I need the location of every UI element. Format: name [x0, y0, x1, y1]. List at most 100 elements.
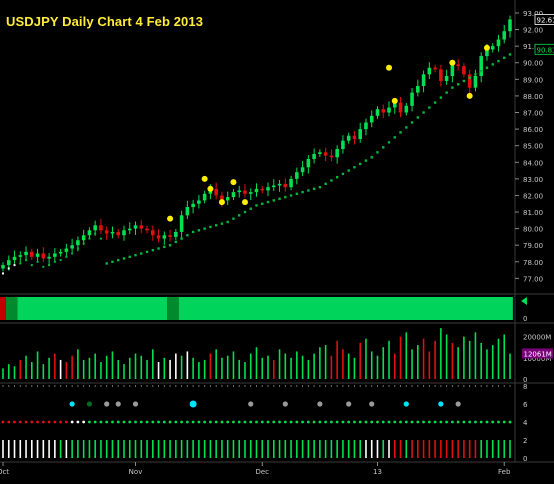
level-4-dot: [365, 421, 368, 424]
level-8-dot: [43, 386, 44, 387]
level-4-dot: [370, 421, 373, 424]
level-4-dot: [232, 421, 235, 424]
level-4-dot: [157, 421, 160, 424]
state-segment: [6, 297, 18, 320]
stop-dot: [19, 262, 21, 264]
stop-dot: [273, 199, 275, 201]
stop-dot: [106, 262, 108, 264]
level-4-dot: [347, 421, 350, 424]
stop-dot: [486, 67, 488, 69]
candle-body: [53, 254, 57, 257]
price-tick-label: 88.00: [523, 93, 543, 101]
stop-dot: [388, 141, 390, 143]
level-4-dot: [272, 421, 275, 424]
candle-body: [70, 245, 74, 248]
candle-body: [174, 232, 178, 237]
stop-dot: [221, 222, 223, 224]
level-8-dot: [394, 386, 395, 387]
level-8-dot: [314, 386, 315, 387]
candle-body: [347, 136, 351, 141]
level-8-dot: [400, 386, 401, 387]
level-8-dot: [20, 386, 21, 387]
level-8-dot: [204, 386, 205, 387]
stop-dot: [60, 259, 62, 261]
level-4-dot: [48, 421, 51, 424]
level-8-dot: [354, 386, 355, 387]
stop-dot: [342, 173, 344, 175]
price-tick-label: 81.00: [523, 209, 543, 217]
level-4-dot: [388, 421, 391, 424]
level-8-dot: [250, 386, 251, 387]
candle-body: [508, 19, 512, 31]
level-4-dot: [301, 421, 304, 424]
signal-dot: [202, 176, 208, 182]
indicator-tick-label: 8: [523, 383, 527, 391]
candle-body: [260, 189, 264, 191]
candle-body: [151, 230, 155, 235]
stop-dot: [480, 70, 482, 72]
level-8-dot: [49, 386, 50, 387]
candle-body: [88, 230, 92, 235]
volume-last-label: 12061M: [524, 350, 552, 358]
level-4-dot: [353, 421, 356, 424]
state-segment: [179, 297, 513, 320]
price-tick-label: 89.00: [523, 76, 543, 84]
signal-circle: [248, 401, 253, 406]
candle-body: [42, 254, 46, 259]
candle-body: [370, 116, 374, 123]
level-8-dot: [77, 386, 78, 387]
level-4-dot: [19, 421, 22, 424]
candle-body: [18, 255, 22, 257]
candle-body: [474, 76, 478, 88]
level-8-dot: [440, 386, 441, 387]
candle-body: [358, 129, 362, 139]
level-4-dot: [255, 421, 258, 424]
candle-body: [410, 93, 414, 106]
stop-dot: [83, 243, 85, 245]
stop-dot: [134, 254, 136, 256]
candle-body: [422, 74, 426, 86]
stop-dot: [25, 259, 27, 261]
level-4-dot: [416, 421, 419, 424]
stop-dot: [422, 111, 424, 113]
stop-dot: [163, 246, 165, 248]
candle-body: [433, 68, 437, 70]
level-8-dot: [210, 386, 211, 387]
level-4-dot: [399, 421, 402, 424]
level-4-dot: [284, 421, 287, 424]
level-4-dot: [134, 421, 137, 424]
level-4-dot: [238, 421, 241, 424]
signal-dot: [230, 179, 236, 185]
level-4-dot: [151, 421, 154, 424]
candle-body: [284, 184, 288, 187]
level-4-dot: [411, 421, 414, 424]
stop-dot: [175, 241, 177, 243]
stop-dot: [146, 251, 148, 253]
level-8-dot: [337, 386, 338, 387]
stop-dot: [209, 226, 211, 228]
level-8-dot: [296, 386, 297, 387]
candle-body: [341, 141, 345, 149]
stop-dot: [319, 186, 321, 188]
stop-dot: [203, 227, 205, 229]
level-4-dot: [497, 421, 500, 424]
level-4-dot: [468, 421, 471, 424]
time-tick-label: Nov: [129, 468, 143, 476]
price-label: 90.81: [537, 46, 554, 54]
level-4-dot: [94, 421, 97, 424]
level-4-dot: [215, 421, 218, 424]
stop-dot: [451, 86, 453, 88]
state-segment: [167, 297, 179, 320]
level-8-dot: [435, 386, 436, 387]
price-label: 92.61: [537, 16, 554, 24]
candle-body: [462, 66, 466, 74]
price-tick-label: 79.00: [523, 242, 543, 250]
level-8-dot: [504, 386, 505, 387]
stop-dot: [376, 151, 378, 153]
stop-dot: [226, 221, 228, 223]
stop-dot: [301, 191, 303, 193]
signal-dot: [392, 98, 398, 104]
level-8-dot: [481, 386, 482, 387]
level-8-dot: [170, 386, 171, 387]
